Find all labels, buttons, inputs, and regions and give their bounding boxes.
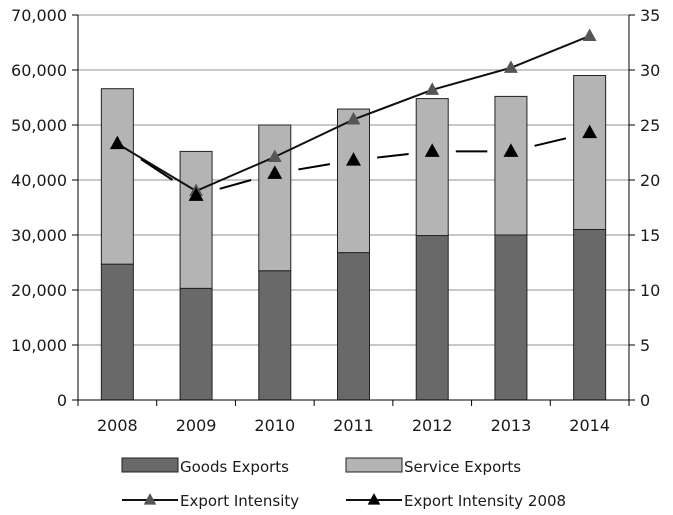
y-left-tick-label: 30,000 xyxy=(11,226,67,245)
x-tick-label: 2014 xyxy=(569,416,610,435)
bar-service-exports xyxy=(337,108,370,254)
export-intensity-2008-segment xyxy=(219,179,252,190)
export-intensity-2008-marker xyxy=(188,187,204,201)
legend-marker-export-intensity-2008 xyxy=(367,493,381,505)
x-tick-label: 2012 xyxy=(412,416,453,435)
bar-service-exports xyxy=(494,95,528,236)
bar-goods-exports xyxy=(494,234,528,401)
bar-service-exports xyxy=(179,150,213,289)
tick-labels: 0 0 10,000 5 20,000 10 30,000 15 40,000 20 50,000 2… xyxy=(11,6,660,435)
y-right-tick-label: 25 xyxy=(640,116,660,135)
y-right-tick-label: 0 xyxy=(640,391,650,410)
y-right-tick-label: 5 xyxy=(640,336,650,355)
y-left-tick-label: 0 xyxy=(57,391,67,410)
series-lines xyxy=(109,28,598,201)
legend-label-service-exports: Service Exports xyxy=(404,458,521,476)
x-tick-label: 2013 xyxy=(491,416,532,435)
legend-swatch-goods-exports xyxy=(121,457,179,473)
export-intensity-2008-marker xyxy=(109,135,125,150)
legend-marker-export-intensity xyxy=(143,493,157,505)
y-left-tick-label: 70,000 xyxy=(11,6,67,25)
bar-service-exports xyxy=(415,98,449,237)
legend: Goods Exports Service Exports Export Inten… xyxy=(121,457,566,510)
x-tick-label: 2010 xyxy=(254,416,295,435)
export-intensity-marker xyxy=(582,28,597,41)
export-intensity-2008-segment xyxy=(377,153,409,159)
axes xyxy=(72,14,635,406)
y-left-tick-label: 10,000 xyxy=(11,336,67,355)
y-right-tick-label: 20 xyxy=(640,171,660,190)
bars xyxy=(100,75,607,401)
bar-goods-exports xyxy=(573,229,607,401)
y-right-tick-label: 10 xyxy=(640,281,660,300)
y-left-tick-label: 50,000 xyxy=(11,116,67,135)
bar-goods-exports xyxy=(337,252,370,401)
bar-goods-exports xyxy=(179,287,213,401)
bar-goods-exports xyxy=(258,270,292,401)
y-right-tick-label: 15 xyxy=(640,226,660,245)
legend-label-export-intensity-2008: Export Intensity 2008 xyxy=(404,492,566,510)
export-intensity-2008-marker xyxy=(267,165,283,179)
x-tick-label: 2008 xyxy=(97,416,138,435)
y-right-tick-label: 35 xyxy=(640,6,660,25)
export-intensity-marker xyxy=(425,82,440,95)
x-tick-label: 2009 xyxy=(176,416,217,435)
legend-swatch-service-exports xyxy=(345,457,403,473)
legend-label-export-intensity: Export Intensity xyxy=(180,492,299,510)
bar-service-exports xyxy=(573,75,607,230)
bar-service-exports xyxy=(100,88,134,265)
export-intensity-2008-marker xyxy=(582,124,598,139)
y-left-tick-label: 60,000 xyxy=(11,61,67,80)
bar-service-exports xyxy=(258,124,292,272)
export-intensity-marker xyxy=(504,60,518,73)
export-intensity-2008-segment xyxy=(140,158,174,181)
export-intensity-marker xyxy=(267,149,282,162)
bar-goods-exports xyxy=(415,235,449,401)
export-intensity-2008-segment xyxy=(534,137,567,147)
export-intensity-2008-marker xyxy=(424,143,440,157)
export-intensity-2008-segment xyxy=(298,163,331,171)
export-intensity-2008-marker xyxy=(503,143,519,157)
export-intensity-2008-marker xyxy=(346,152,361,166)
legend-label-goods-exports: Goods Exports xyxy=(180,458,289,476)
export-intensity-marker xyxy=(346,112,361,125)
x-tick-label: 2011 xyxy=(333,416,374,435)
y-right-tick-label: 30 xyxy=(640,61,660,80)
y-left-tick-label: 40,000 xyxy=(11,171,67,190)
bar-goods-exports xyxy=(100,263,134,401)
y-left-tick-label: 20,000 xyxy=(11,281,67,300)
